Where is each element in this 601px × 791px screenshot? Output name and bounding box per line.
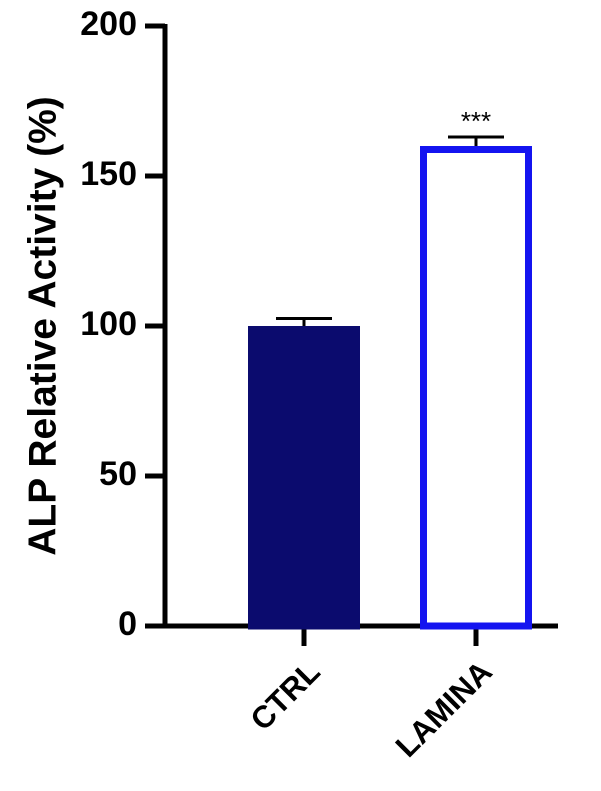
y-tick-label: 50 xyxy=(99,455,137,493)
bar xyxy=(420,146,532,630)
x-tick-label: LAMINA xyxy=(389,654,499,764)
significance-annotation: *** xyxy=(461,106,491,136)
y-tick-label: 200 xyxy=(80,5,137,43)
bar xyxy=(248,326,360,630)
y-tick-label: 150 xyxy=(80,155,137,193)
y-tick-label: 100 xyxy=(80,305,137,343)
x-tick-label: CTRL xyxy=(244,654,327,737)
y-tick-label: 0 xyxy=(118,605,137,643)
y-axis-label: ALP Relative Activity (%) xyxy=(21,96,64,555)
